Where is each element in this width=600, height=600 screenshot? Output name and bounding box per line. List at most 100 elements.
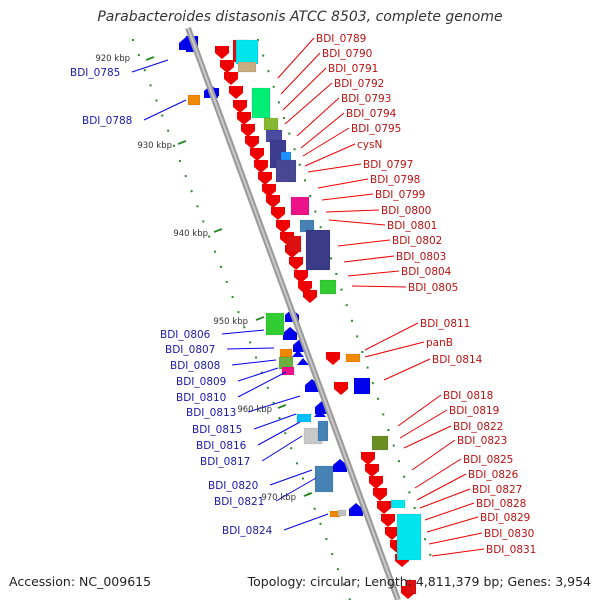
leader-line <box>283 513 329 531</box>
gene-label-left: BDI_0810 <box>176 392 226 404</box>
map-title: Parabacteroides distasonis ATCC 8503, co… <box>97 9 503 25</box>
gene-label-right: BDI_0829 <box>480 512 530 524</box>
leader-line <box>411 439 456 471</box>
scale-dot <box>267 70 270 73</box>
forward-gene-arrow <box>215 46 229 59</box>
gene-block <box>187 94 201 106</box>
scale-dot <box>413 507 416 509</box>
leader-line <box>403 425 452 449</box>
forward-gene-arrow <box>220 60 234 73</box>
label-layer: 920 kbp 930 kbp 940 kbp 950 kbp 960 kbp 970 k… <box>70 33 536 556</box>
scale-dot <box>249 341 252 344</box>
gene-label-right: BDI_0814 <box>432 354 483 366</box>
scale-dot <box>278 417 281 419</box>
gene-block <box>265 312 285 336</box>
leader-line <box>414 458 462 489</box>
gene-block <box>345 353 361 363</box>
scale-dot <box>288 132 291 135</box>
leader-line <box>302 127 350 157</box>
gene-block <box>263 117 279 131</box>
scale-dot <box>348 598 351 600</box>
gene-label-left: BDI_0820 <box>208 480 258 492</box>
gene-block <box>290 196 310 216</box>
scale-dot <box>231 296 234 299</box>
scale-dot <box>371 382 374 385</box>
scale-dot <box>143 69 146 72</box>
leader-line <box>221 329 265 335</box>
gene-label-right: BDI_0819 <box>449 405 499 417</box>
scale-dot <box>314 210 317 213</box>
forward-gene-arrow <box>233 100 247 113</box>
gene-block <box>305 229 331 271</box>
gene-label-right: BDI_0802 <box>392 235 442 247</box>
scale-dot <box>403 475 406 478</box>
scale-dot <box>243 326 246 329</box>
leader-line <box>307 163 362 173</box>
scale-dot <box>272 401 275 404</box>
scale-dot <box>283 117 286 119</box>
gene-label-left: BDI_0816 <box>196 440 247 452</box>
gene-label-left: BDI_0817 <box>200 456 250 468</box>
forward-gene-arrow <box>361 452 375 465</box>
scale-dot <box>377 397 380 400</box>
scale-label: 930 kbp <box>137 141 172 151</box>
gene-label-right: BDI_0801 <box>387 220 437 232</box>
gene-label-left: BDI_0824 <box>222 525 273 537</box>
forward-gene-arrow <box>229 86 243 99</box>
gene-label-right: BDI_0789 <box>316 33 366 45</box>
leader-line <box>364 322 419 351</box>
leader-line <box>269 469 313 486</box>
leader-line <box>347 270 400 277</box>
gene-label-right: BDI_0794 <box>346 108 397 120</box>
leader-line <box>284 82 333 125</box>
scale-dot <box>366 366 369 369</box>
gene-label-right: BDI_0826 <box>468 469 519 481</box>
scale-dot <box>397 460 400 463</box>
leader-line <box>337 239 391 247</box>
gene-label-left: BDI_0821 <box>214 496 264 508</box>
leader-line <box>317 178 369 189</box>
gene-block <box>319 279 337 295</box>
forward-gene-arrow <box>334 382 348 395</box>
scale-dot <box>387 429 390 431</box>
forward-gene-arrow <box>266 195 280 208</box>
reverse-gene-arrow <box>349 508 361 515</box>
scale-dot <box>149 84 152 87</box>
scale-tick <box>255 316 265 321</box>
scale-label: 960 kbp <box>237 405 272 415</box>
gene-label-right: BDI_0791 <box>328 63 378 75</box>
gene-label-right: BDI_0827 <box>472 484 522 496</box>
scale-dot <box>424 538 427 541</box>
scale-dot <box>219 265 222 268</box>
gene-block <box>405 579 417 595</box>
gene-block <box>296 413 312 423</box>
forward-gene-arrow <box>373 488 387 501</box>
leader-line <box>282 67 327 111</box>
gene-label-right: BDI_0797 <box>363 159 413 171</box>
scale-tick <box>303 492 313 497</box>
leader-line <box>428 532 483 545</box>
scale-dot <box>335 273 338 275</box>
gene-label-right: BDI_0823 <box>457 435 507 447</box>
gene-block <box>337 509 347 517</box>
forward-gene-arrow <box>381 514 395 527</box>
gene-label-right: BDI_0803 <box>396 251 446 263</box>
forward-gene-arrow <box>258 172 272 185</box>
reverse-gene-arrow <box>292 350 304 357</box>
gene-label-right: BDI_0800 <box>381 205 431 217</box>
leader-line <box>277 37 315 79</box>
gene-label-right: BDI_0828 <box>476 498 526 510</box>
leader-line <box>253 413 297 430</box>
forward-gene-arrow <box>262 184 276 197</box>
gene-label-left: BDI_0788 <box>82 115 132 127</box>
gene-label-right: BDI_0798 <box>370 174 420 186</box>
scale-dot <box>342 583 345 586</box>
gene-label-left: BDI_0815 <box>192 424 242 436</box>
scale-dot <box>137 54 140 57</box>
scale-label: 970 kbp <box>261 493 296 503</box>
leader-line <box>300 112 345 149</box>
scale-dot <box>277 101 280 104</box>
leader-line-layer <box>131 37 485 557</box>
forward-gene-arrow <box>241 124 255 137</box>
leader-line <box>426 516 479 533</box>
